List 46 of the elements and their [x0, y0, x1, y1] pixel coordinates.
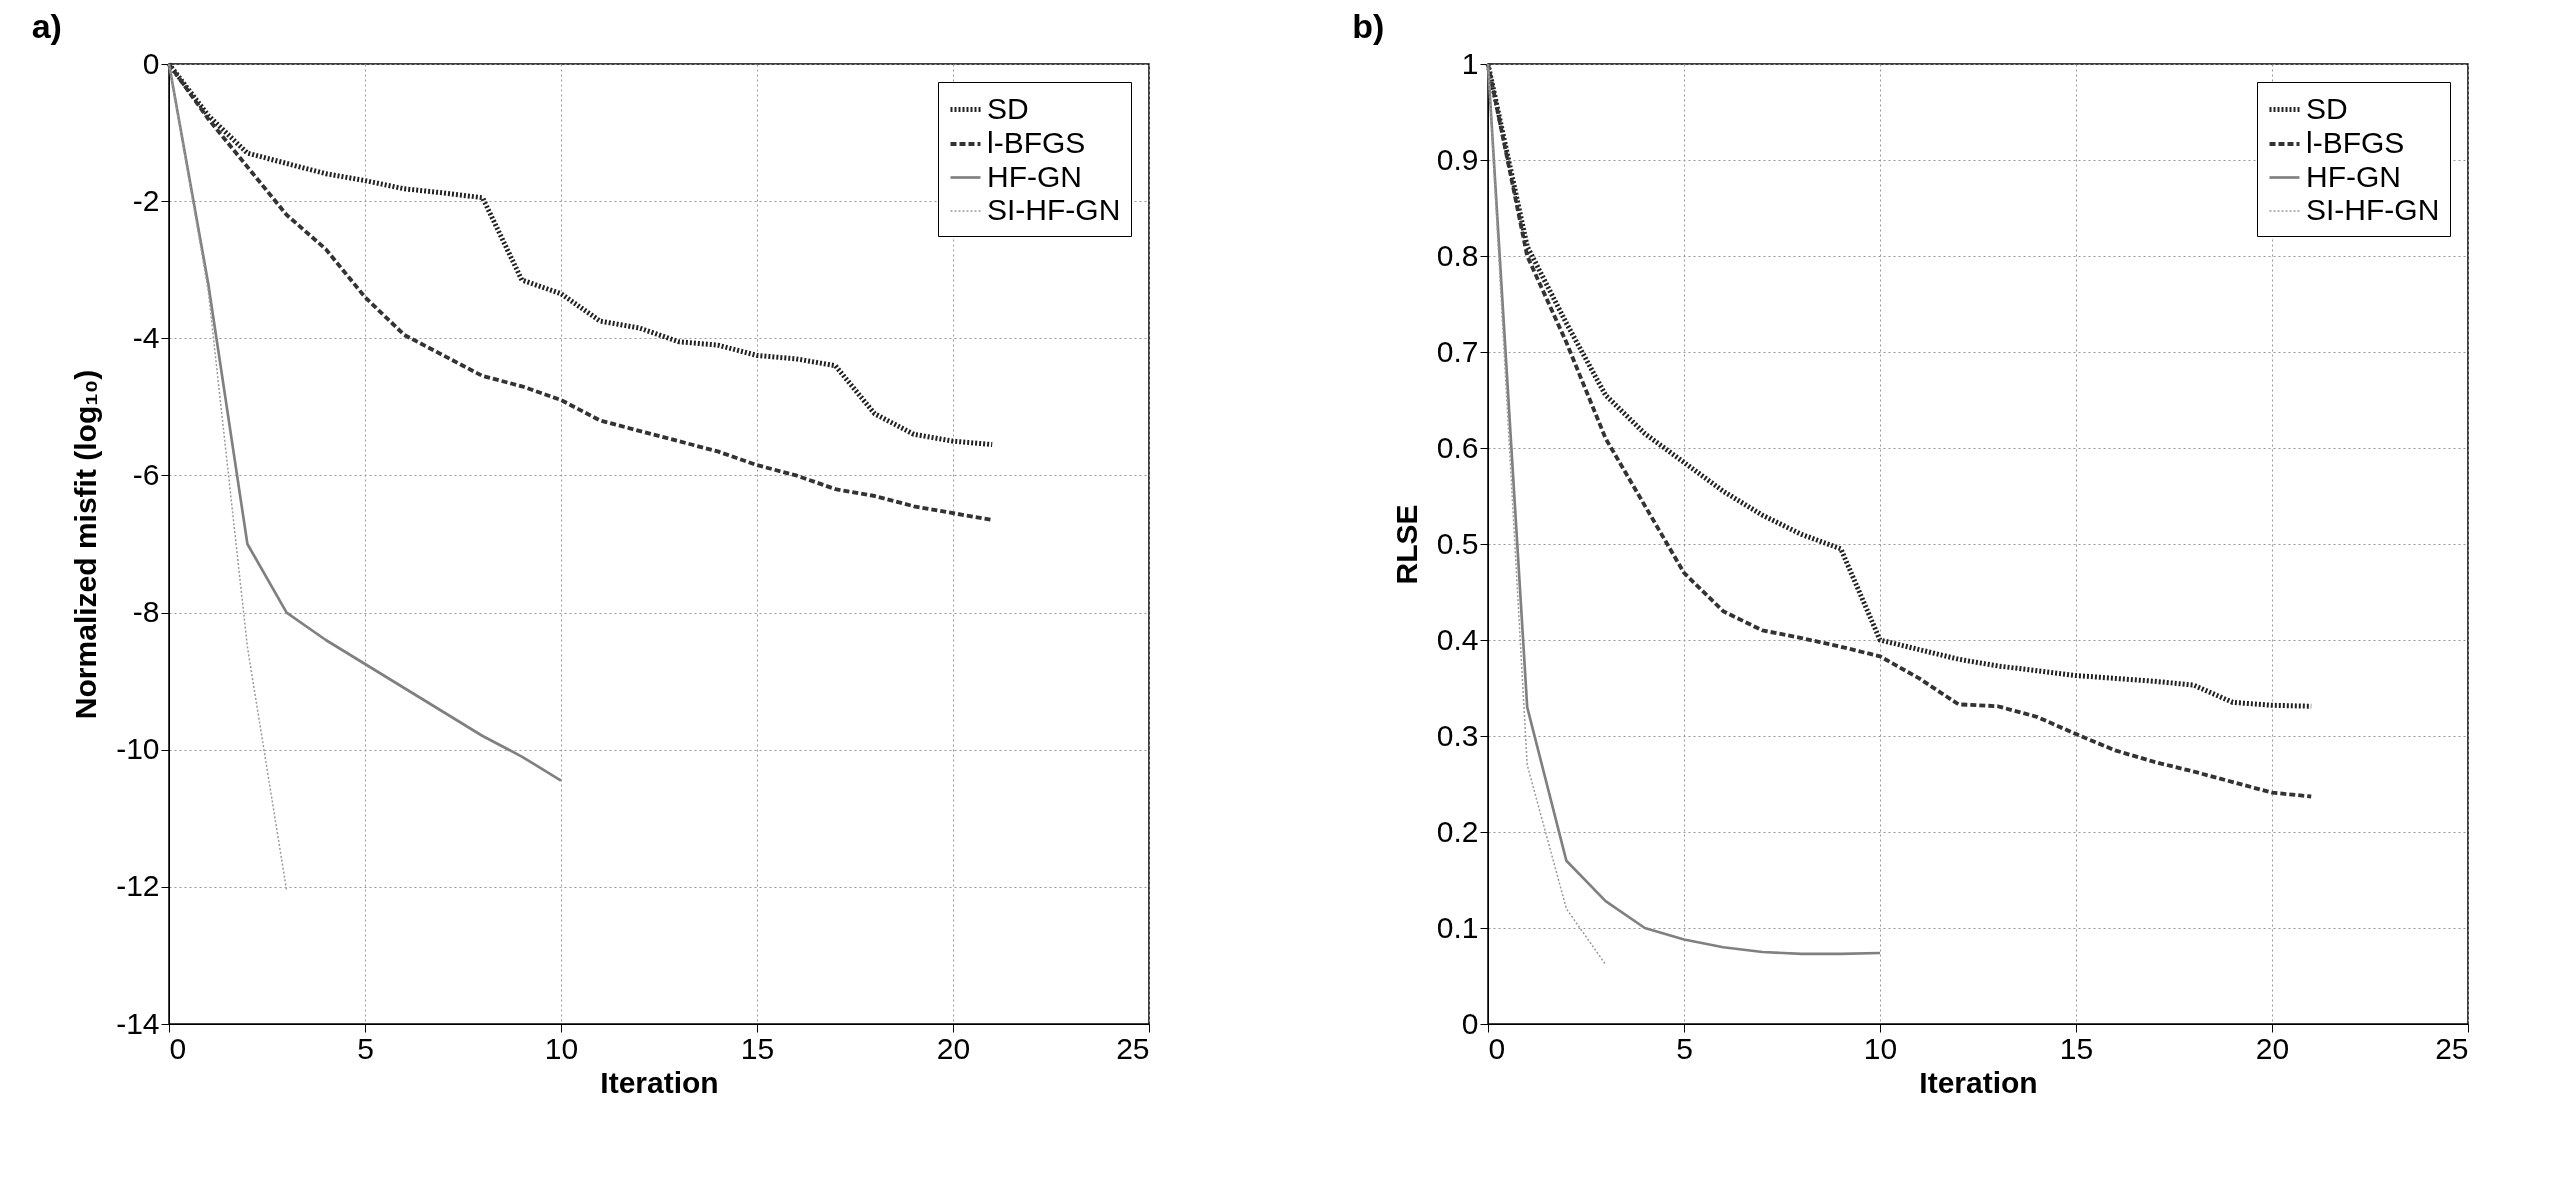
legend-label: l-BFGS [2306, 126, 2405, 159]
y-tick-label: -12 [116, 869, 160, 903]
x-axis-title: Iteration [600, 1065, 719, 1099]
y-tick-label: 0.5 [1436, 526, 1479, 560]
line-series [167, 62, 563, 782]
y-tick-label: 0.3 [1436, 718, 1479, 752]
y-tick-label: 0.9 [1436, 142, 1479, 176]
x-tick-label: 10 [544, 1031, 579, 1065]
y-tick-label: 0.1 [1436, 910, 1479, 944]
x-tick-label: 0 [1488, 1031, 1506, 1065]
legend-label: HF-GN [987, 159, 1082, 193]
y-tick-label: 0 [1461, 1006, 1479, 1040]
x-tick-label: 5 [1676, 1031, 1693, 1065]
x-tick-label: 15 [2059, 1031, 2094, 1065]
legend-label: l-BFGS [987, 126, 1086, 159]
x-tick-label: 10 [1863, 1031, 1898, 1065]
x-tick-label: 20 [2255, 1031, 2290, 1065]
x-tick-label: 0 [169, 1031, 187, 1065]
y-tick-label: -8 [132, 595, 160, 629]
y-tick-label: -14 [116, 1006, 160, 1040]
y-tick-label: 0.8 [1436, 238, 1479, 272]
x-tick-label: 15 [740, 1031, 775, 1065]
legend-label: SD [987, 91, 1029, 125]
y-tick-label: -2 [132, 183, 160, 217]
y-tick-label: 0 [142, 46, 160, 80]
legend-label: HF-GN [2306, 159, 2401, 193]
y-tick-label: -6 [132, 457, 160, 491]
legend-label: SI-HF-GN [987, 193, 1121, 226]
y-tick-label: 0.2 [1436, 814, 1479, 848]
x-tick-label: 25 [2435, 1031, 2469, 1065]
y-axis-title: Normalized misfit (log₁₀) [69, 369, 103, 720]
y-tick-label: 0.4 [1436, 622, 1479, 656]
x-tick-label: 25 [1116, 1031, 1150, 1065]
legend-label: SD [2306, 91, 2348, 125]
x-axis-title: Iteration [1919, 1065, 2038, 1099]
x-tick-label: 20 [936, 1031, 971, 1065]
y-axis-title: RLSE [1389, 504, 1423, 585]
y-tick-label: 1 [1461, 46, 1479, 80]
chart-title: a) [31, 7, 62, 45]
y-tick-label: -10 [116, 732, 160, 766]
y-tick-label: 0.7 [1436, 334, 1479, 368]
y-tick-label: -4 [132, 320, 160, 354]
legend-label: SI-HF-GN [2306, 193, 2440, 226]
y-tick-label: 0.6 [1436, 430, 1479, 464]
x-tick-label: 5 [357, 1031, 374, 1065]
chart-title: b) [1352, 7, 1385, 45]
